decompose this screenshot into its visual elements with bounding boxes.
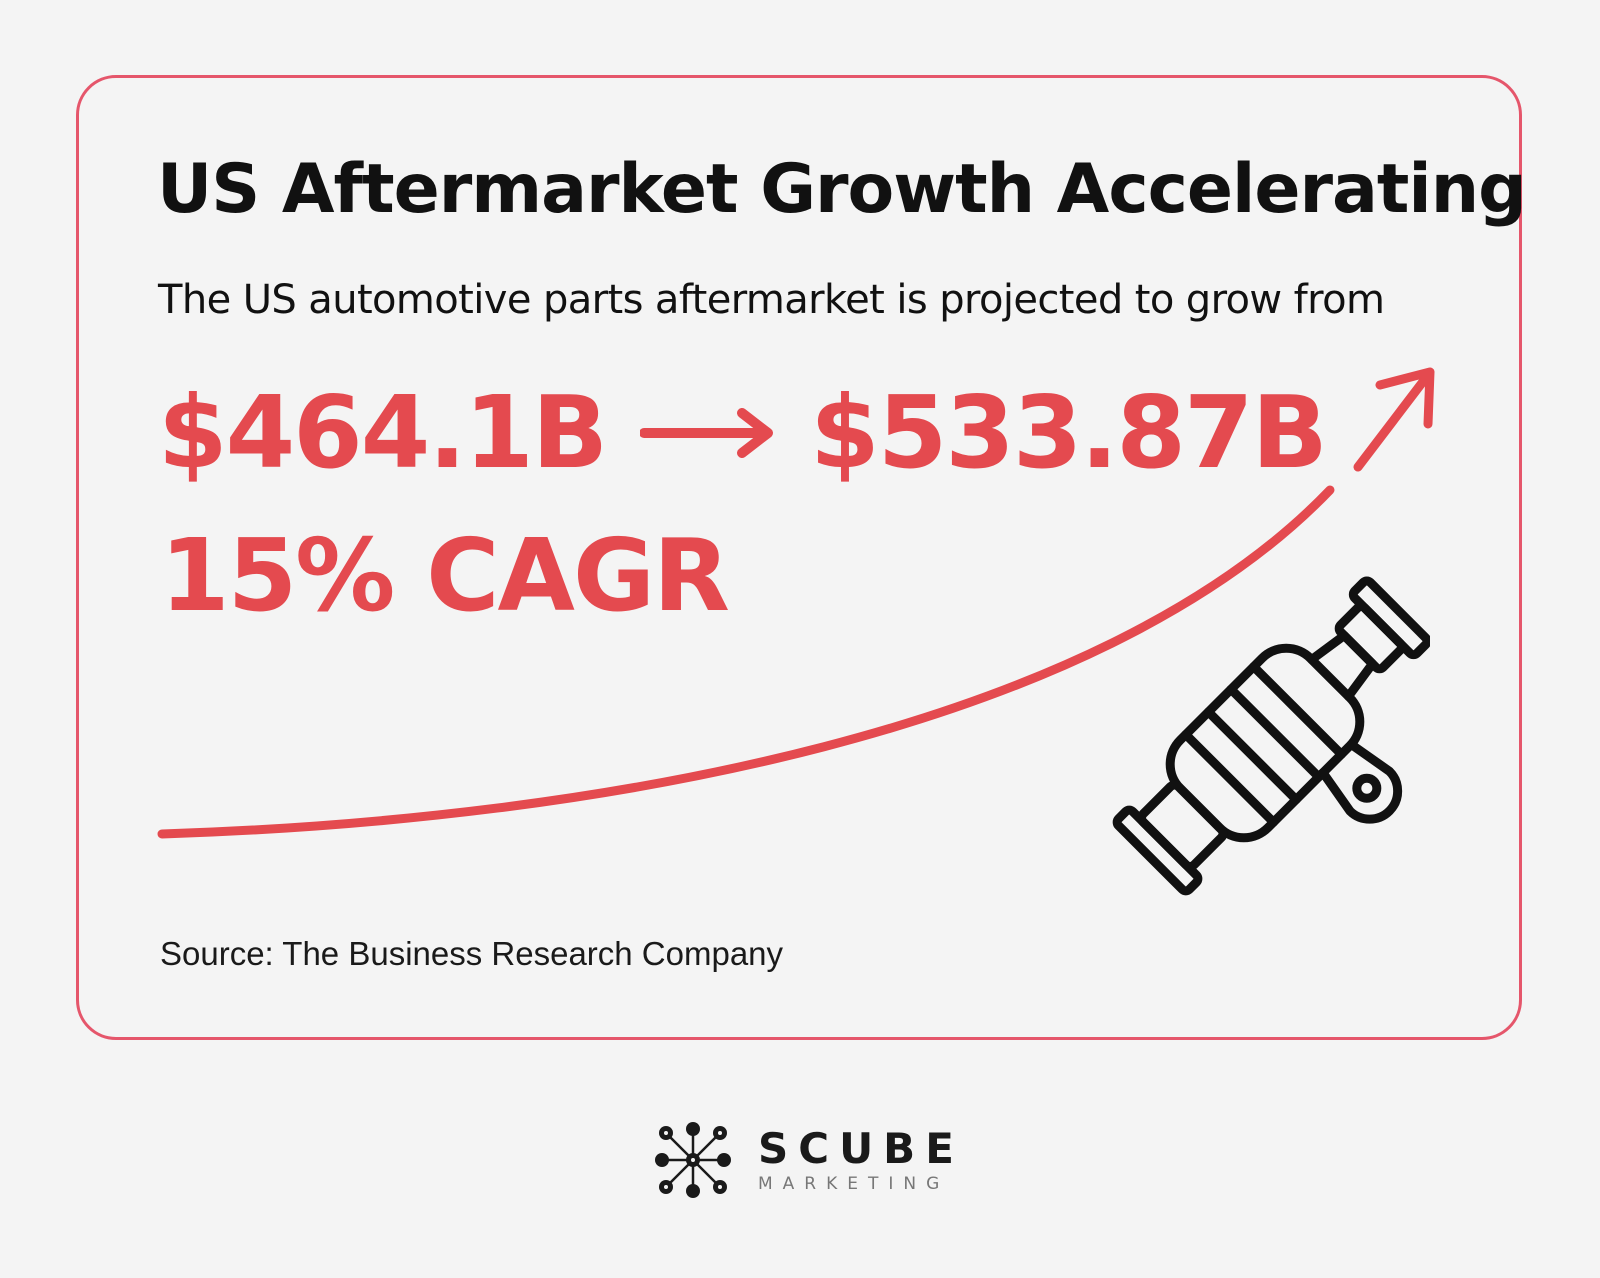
- cagr-label: 15% CAGR: [160, 517, 730, 634]
- page-title: US Aftermarket Growth Accelerating: [157, 150, 1527, 229]
- source-citation: Source: The Business Research Company: [160, 935, 784, 972]
- scube-logo-mark: [655, 1122, 731, 1198]
- brand-name: SCUBE: [758, 1123, 964, 1173]
- logo-text: SCUBE MARKETING: [758, 1123, 964, 1194]
- brand-logo: SCUBE MARKETING: [650, 1115, 964, 1205]
- value-from: $464.1B: [158, 374, 608, 491]
- brand-tagline: MARKETING: [758, 1173, 950, 1194]
- subtitle: The US automotive parts aftermarket is p…: [158, 277, 1385, 323]
- arrow-right-icon: [640, 408, 774, 458]
- automotive-part-icon: [1112, 576, 1430, 896]
- value-to: $533.87B: [810, 374, 1328, 491]
- value-transition: $464.1B $533.87B: [158, 374, 1328, 491]
